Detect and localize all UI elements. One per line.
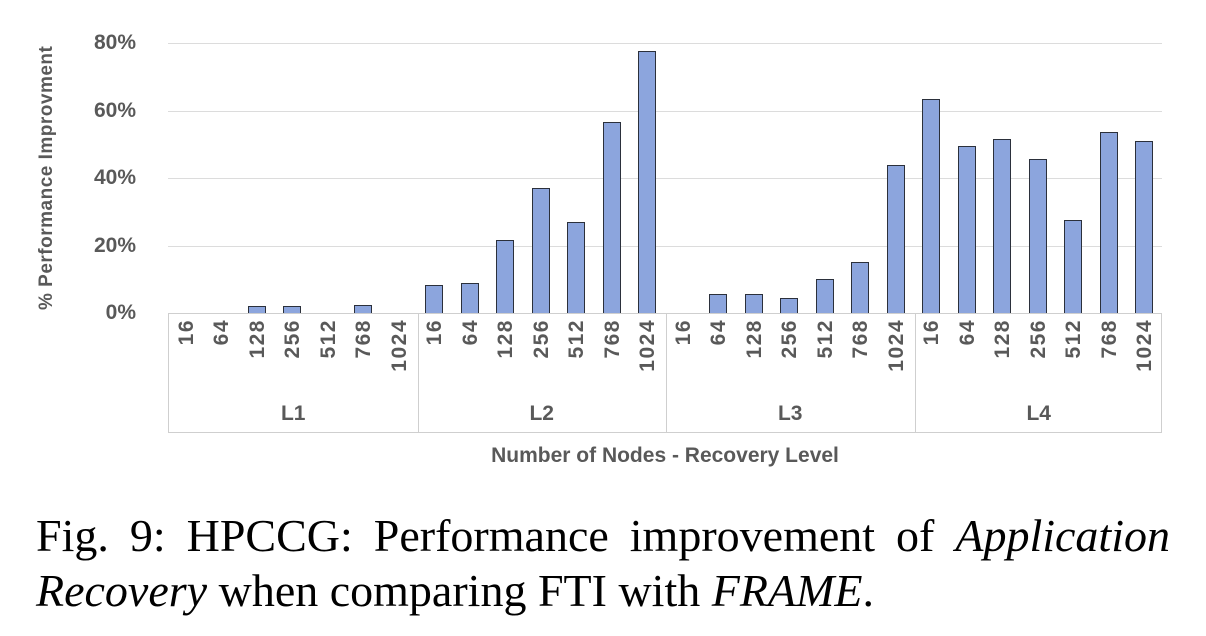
gridline-60 bbox=[168, 110, 1162, 112]
x-tick-label-L3-1024: 1024 bbox=[884, 319, 908, 372]
x-tick-label-L2-256: 256 bbox=[529, 319, 553, 359]
group-label-L3: L3 bbox=[777, 402, 803, 425]
group-separator bbox=[914, 314, 916, 432]
x-tick-label-L2-768: 768 bbox=[600, 319, 624, 359]
bar-L2-768 bbox=[602, 122, 621, 313]
y-tick-label-40%: 40% bbox=[93, 166, 136, 189]
x-tick-label-L1-768: 768 bbox=[352, 319, 376, 359]
bar-L2-64 bbox=[460, 283, 479, 313]
x-tick-label-L4-1024: 1024 bbox=[1133, 319, 1157, 372]
bar-L2-128 bbox=[496, 240, 515, 313]
x-tick-label-L2-16: 16 bbox=[423, 319, 447, 346]
bar-L4-1024 bbox=[1135, 140, 1154, 313]
bar-L1-256 bbox=[283, 306, 302, 313]
bar-L3-512 bbox=[815, 279, 834, 313]
bar-L3-256 bbox=[780, 297, 799, 313]
caption-line-2: Recovery when comparing FTI with FRAME. bbox=[36, 563, 1170, 618]
bar-L4-128 bbox=[993, 139, 1012, 313]
bar-L4-16 bbox=[922, 98, 941, 313]
x-tick-label-L2-1024: 1024 bbox=[636, 319, 660, 372]
x-tick-label-L4-16: 16 bbox=[920, 319, 944, 346]
bar-L3-768 bbox=[851, 262, 870, 313]
group-separator bbox=[666, 314, 667, 432]
x-tick-label-L2-64: 64 bbox=[458, 319, 482, 346]
x-tick-label-L4-256: 256 bbox=[1026, 319, 1050, 359]
y-tick-label-60%: 60% bbox=[93, 98, 136, 122]
plot-area bbox=[168, 43, 1162, 313]
x-tick-label-L3-256: 256 bbox=[778, 319, 802, 359]
gridline-80 bbox=[168, 43, 1162, 44]
gridline-20 bbox=[168, 245, 1162, 247]
x-tick-label-L2-128: 128 bbox=[494, 319, 518, 359]
x-axis-title: Number of Nodes - Recovery Level bbox=[491, 444, 839, 467]
x-tick-label-L1-512: 512 bbox=[316, 319, 340, 359]
bar-L2-1024 bbox=[638, 51, 657, 313]
x-tick-label-L1-1024: 1024 bbox=[387, 319, 411, 372]
bar-L1-128 bbox=[247, 305, 266, 313]
bar-L4-512 bbox=[1064, 220, 1083, 313]
x-tick-label-L1-16: 16 bbox=[174, 319, 198, 346]
bar-L2-16 bbox=[425, 285, 444, 313]
y-tick-label-0%: 0% bbox=[105, 301, 136, 324]
caption-text-roman-1: Fig. 9: HPCCG: Performance improvement o… bbox=[36, 510, 956, 561]
caption-text-italic-3: FRAME bbox=[711, 565, 863, 616]
x-tick-label-L3-512: 512 bbox=[813, 319, 837, 359]
group-label-L1: L1 bbox=[280, 402, 306, 425]
bar-L2-256 bbox=[531, 188, 550, 313]
category-band: 16 64 128 256 512 768 1024 L1 16 64 128 256 512 768 10… bbox=[168, 313, 1162, 433]
x-tick-label-L1-64: 64 bbox=[210, 319, 234, 346]
gridline-40 bbox=[168, 178, 1162, 179]
x-tick-label-L1-256: 256 bbox=[281, 319, 305, 359]
caption-text-italic-1: Application bbox=[955, 510, 1170, 561]
x-tick-label-L4-512: 512 bbox=[1062, 319, 1086, 359]
caption-line-1: Fig. 9: HPCCG: Performance improvement o… bbox=[36, 508, 1170, 563]
group-label-L2: L2 bbox=[529, 402, 554, 425]
bar-L3-1024 bbox=[886, 164, 905, 313]
group-separator bbox=[417, 314, 419, 432]
bar-L4-768 bbox=[1099, 132, 1118, 313]
y-tick-label-20%: 20% bbox=[93, 233, 136, 257]
x-tick-label-L4-768: 768 bbox=[1097, 319, 1121, 359]
bar-L4-64 bbox=[957, 145, 976, 313]
bar-L4-256 bbox=[1028, 159, 1047, 313]
y-tick-label-80%: 80% bbox=[93, 31, 136, 54]
x-tick-label-L2-512: 512 bbox=[565, 319, 589, 359]
caption-text-roman-2: when comparing FTI with bbox=[207, 565, 712, 616]
x-tick-label-L3-128: 128 bbox=[742, 319, 766, 359]
bar-L3-128 bbox=[744, 294, 763, 313]
x-tick-label-L3-768: 768 bbox=[849, 319, 873, 359]
bar-L2-512 bbox=[567, 221, 586, 313]
x-tick-label-L3-16: 16 bbox=[671, 319, 695, 346]
x-tick-label-L1-128: 128 bbox=[245, 319, 269, 359]
figure-caption: Fig. 9: HPCCG: Performance improvement o… bbox=[36, 508, 1170, 618]
bar-L3-64 bbox=[709, 294, 728, 313]
caption-text-italic-2: Recovery bbox=[36, 565, 208, 616]
group-label-L4: L4 bbox=[1026, 402, 1051, 425]
caption-text-end: . bbox=[862, 565, 874, 616]
bar-L1-768 bbox=[354, 305, 373, 313]
x-tick-label-L3-64: 64 bbox=[707, 319, 731, 346]
x-tick-label-L4-128: 128 bbox=[991, 319, 1015, 359]
x-tick-label-L4-64: 64 bbox=[955, 319, 979, 346]
